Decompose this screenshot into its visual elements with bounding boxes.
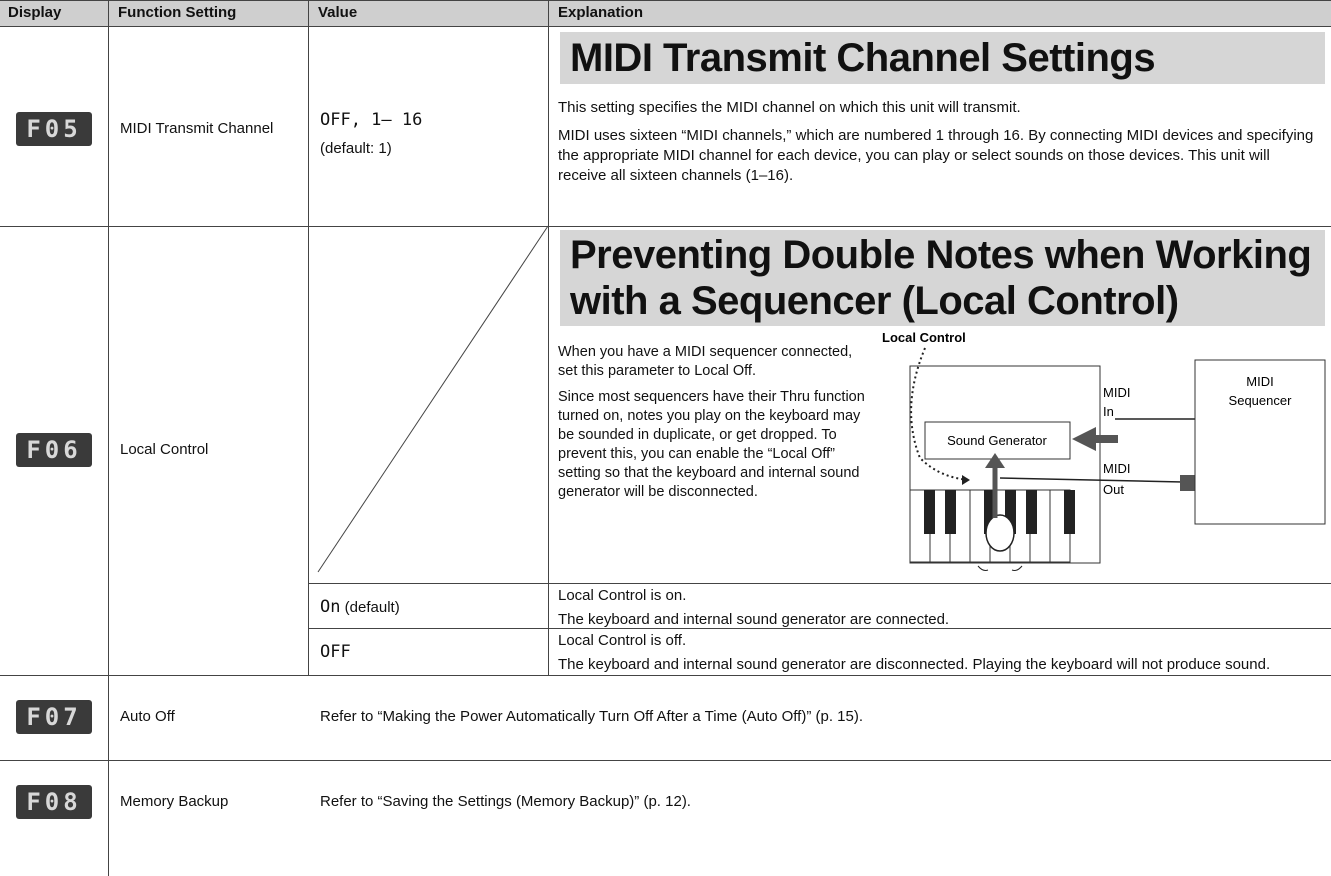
function-name: Auto Off <box>120 708 175 725</box>
explanation: Local Control is on. The keyboard and in… <box>558 586 1318 638</box>
diagram-label: MIDI <box>1103 385 1130 400</box>
section-heading: Preventing Double Notes when Working wit… <box>560 230 1325 326</box>
paragraph: Local Control is on. <box>558 587 687 604</box>
function-name: MIDI Transmit Channel <box>120 120 274 137</box>
diagram-label: Out <box>1103 482 1124 497</box>
diagram-label: MIDI <box>1103 461 1130 476</box>
paragraph: Local Control is off. <box>558 632 687 649</box>
section-heading: MIDI Transmit Channel Settings <box>560 32 1325 84</box>
diagram-label: MIDI <box>1246 374 1273 389</box>
paragraph: MIDI uses sixteen “MIDI channels,” which… <box>558 127 1314 184</box>
header-cell: Explanation <box>558 4 644 21</box>
header-cell: Value <box>318 4 358 21</box>
paragraph: The keyboard and internal sound generato… <box>558 656 1271 673</box>
paragraph: Since most sequencers have their Thru fu… <box>558 389 865 500</box>
explanation: Refer to “Saving the Settings (Memory Ba… <box>320 793 691 810</box>
function-name: Memory Backup <box>120 793 229 810</box>
value-default: (default: 1) <box>320 140 392 157</box>
explanation: Local Control is off. The keyboard and i… <box>558 631 1298 682</box>
header-cell: Display <box>8 4 62 21</box>
header-cell: Function Setting <box>118 4 237 21</box>
value-code: OFF <box>320 642 351 662</box>
display-code: F08 <box>16 785 92 819</box>
value: OFF, 1– 16 <box>320 110 423 130</box>
explanation: This setting specifies the MIDI channel … <box>558 98 1318 194</box>
paragraph: When you have a MIDI sequencer connected… <box>558 344 853 379</box>
diagram-label: In <box>1103 404 1114 419</box>
explanation: Refer to “Making the Power Automatically… <box>320 708 863 725</box>
paragraph: This setting specifies the MIDI channel … <box>558 99 1021 116</box>
diagram-label: Sequencer <box>1229 393 1293 408</box>
diagram-label: Sound Generator <box>947 433 1047 448</box>
function-name: Local Control <box>120 441 209 458</box>
display-code: F07 <box>16 700 92 734</box>
explanation: When you have a MIDI sequencer connected… <box>558 343 870 509</box>
value: On (default) <box>320 597 400 617</box>
diagram-label: Local Control <box>882 330 966 345</box>
value-default: (default) <box>344 599 400 616</box>
value-code: On <box>320 597 341 617</box>
display-code: F06 <box>16 433 92 467</box>
local-control-diagram: Local Control Sound Generator MIDI Seque… <box>882 330 1326 571</box>
paragraph: The keyboard and internal sound generato… <box>558 611 950 628</box>
display-code: F05 <box>16 112 92 146</box>
